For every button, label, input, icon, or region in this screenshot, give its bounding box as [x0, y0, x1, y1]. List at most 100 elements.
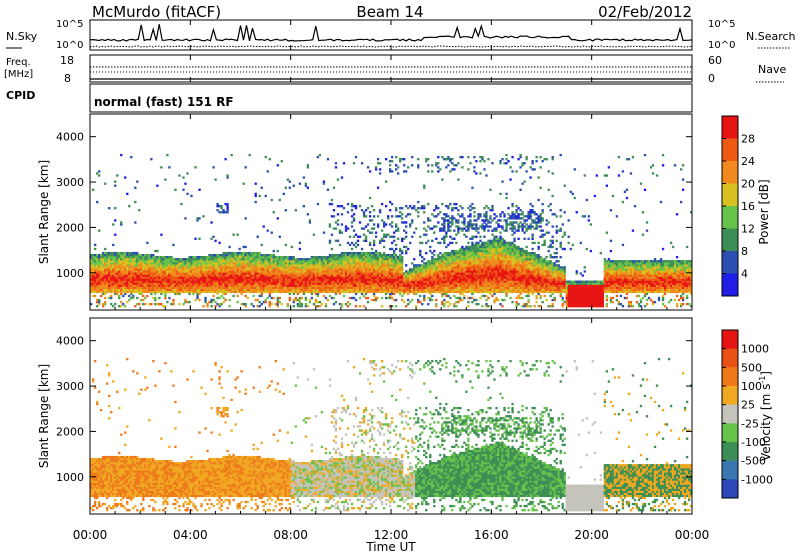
heatmap-cell [132, 264, 135, 267]
heatmap-cell [393, 292, 396, 296]
heatmap-cell [148, 278, 151, 281]
heatmap-cell [376, 272, 380, 275]
heatmap-cell [479, 272, 482, 275]
heatmap-cell [222, 270, 225, 273]
heatmap-cell [204, 272, 207, 275]
heatmap-cell [126, 274, 129, 277]
heatmap-cell [260, 266, 263, 269]
heatmap-cell [242, 182, 245, 185]
heatmap-cell [318, 153, 322, 157]
heatmap-cell [364, 215, 368, 218]
heatmap-cell [214, 178, 217, 181]
heatmap-cell [284, 272, 287, 275]
heatmap-cell [126, 266, 129, 269]
heatmap-cell [212, 286, 215, 289]
heatmap-cell [254, 288, 257, 292]
heatmap-cell [372, 256, 376, 259]
heatmap-cell [338, 258, 342, 261]
heatmap-cell [296, 270, 299, 273]
heatmap-cell [391, 221, 394, 224]
heatmap-cell [148, 280, 151, 283]
heatmap-cell [92, 282, 95, 285]
heatmap-cell [130, 262, 133, 265]
heatmap-cell [224, 211, 227, 214]
heatmap-cell [316, 262, 320, 265]
heatmap-cell [463, 247, 466, 251]
heatmap-cell [98, 264, 101, 267]
heatmap-cell [354, 278, 358, 281]
heatmap-cell [437, 266, 440, 269]
heatmap-cell [403, 229, 406, 232]
heatmap-cell [386, 284, 390, 287]
heatmap-cell [310, 288, 314, 292]
heatmap-cell [230, 288, 233, 292]
heatmap-cell [459, 280, 462, 283]
heatmap-cell [240, 260, 243, 263]
heatmap-cell [497, 280, 500, 283]
heatmap-cell [240, 286, 243, 289]
heatmap-cell [144, 282, 147, 285]
heatmap-cell [425, 286, 428, 289]
heatmap-cell [419, 235, 422, 238]
heatmap-cell [116, 253, 119, 257]
heatmap-cell [481, 268, 484, 271]
heatmap-cell [290, 260, 293, 263]
heatmap-cell [168, 278, 171, 281]
heatmap-cell [94, 288, 97, 292]
heatmap-cell [102, 256, 105, 259]
heatmap-cell [356, 290, 360, 294]
heatmap-cell [391, 258, 394, 261]
heatmap-cell [358, 274, 362, 277]
heatmap-cell [336, 213, 340, 216]
heatmap-cell [232, 280, 235, 283]
heatmap-cell [445, 260, 448, 263]
heatmap-cell [210, 253, 213, 257]
heatmap-cell [439, 284, 442, 287]
heatmap-cell [358, 221, 362, 224]
heatmap-cell [308, 280, 312, 283]
heatmap-cell [495, 288, 498, 292]
heatmap-cell [437, 170, 440, 173]
heatmap-cell [304, 296, 308, 300]
heatmap-cell [182, 270, 185, 273]
heatmap-cell [300, 264, 304, 267]
heatmap-cell [202, 286, 205, 289]
heatmap-cell [340, 176, 344, 179]
heatmap-cell [338, 270, 342, 273]
heatmap-cell [122, 272, 125, 275]
heatmap-cell [393, 231, 396, 234]
heatmap-cell [254, 192, 257, 196]
heatmap-cell [266, 288, 269, 292]
heatmap-cell [338, 272, 342, 275]
heatmap-cell [491, 284, 494, 287]
heatmap-cell [202, 215, 205, 218]
heatmap-cell [495, 245, 498, 249]
heatmap-cell [382, 233, 386, 236]
heatmap-cell [397, 227, 400, 230]
heatmap-cell [479, 280, 482, 283]
heatmap-cell [276, 296, 279, 300]
heatmap-cell [184, 284, 187, 287]
heatmap-cell [391, 202, 394, 206]
heatmap-cell [368, 286, 372, 289]
heatmap-cell [194, 272, 197, 275]
heatmap-cell [393, 239, 396, 243]
heatmap-cell [441, 272, 444, 275]
heatmap-cell [160, 288, 163, 292]
heatmap-cell [362, 288, 366, 292]
heatmap-cell [348, 251, 352, 255]
heatmap-cell [112, 262, 115, 265]
heatmap-cell [204, 256, 207, 259]
heatmap-cell [431, 239, 434, 243]
heatmap-cell [350, 258, 354, 261]
heatmap-cell [140, 284, 143, 287]
heatmap-cell [160, 282, 163, 285]
heatmap-cell [451, 237, 454, 240]
heatmap-cell [388, 294, 392, 298]
heatmap-cell [146, 241, 149, 245]
heatmap-cell [320, 284, 324, 287]
heatmap-cell [256, 256, 259, 259]
heatmap-cell [268, 294, 271, 298]
heatmap-cell [451, 256, 454, 259]
heatmap-cell [376, 274, 380, 277]
